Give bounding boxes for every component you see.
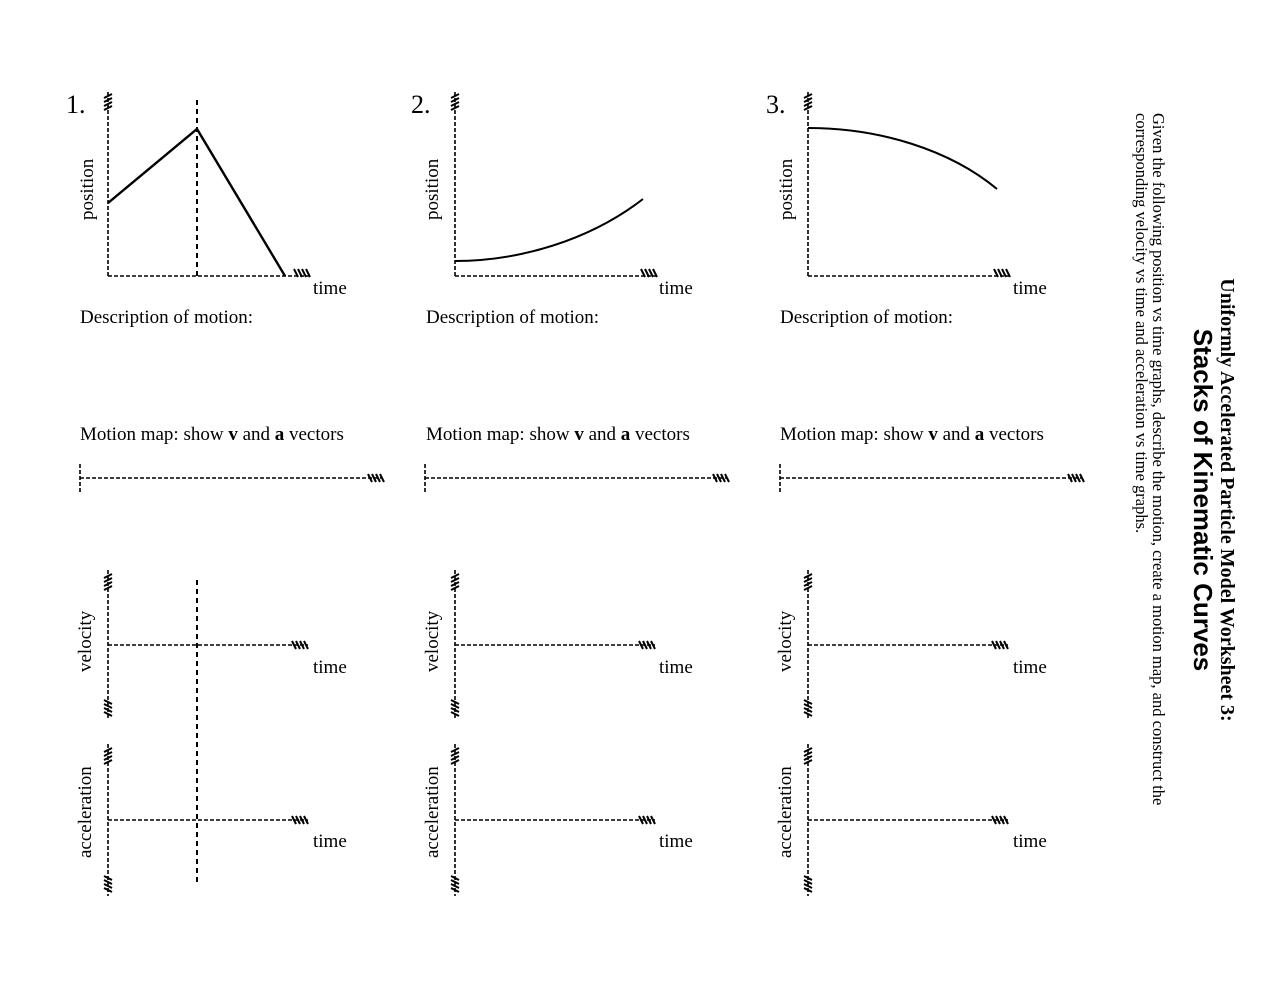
title-line-1: Uniformly Accelerated Particle Model Wor…: [1216, 278, 1238, 722]
velocity-time-label-3: time: [1013, 657, 1047, 678]
time-axis-label-1: time: [313, 278, 347, 299]
motion-map-label-2: Motion map: show v and a vectors: [426, 424, 690, 445]
axis-arrow-icons: [103, 93, 1085, 893]
motion-map-label-3: Motion map: show v and a vectors: [780, 424, 1044, 445]
position-axis-label-3: position: [776, 158, 797, 220]
motion-map-label-1: Motion map: show v and a vectors: [80, 424, 344, 445]
position-curve-3: [807, 127, 998, 190]
acceleration-time-label-3: time: [1013, 831, 1047, 852]
position-axis-label-2: position: [422, 158, 443, 220]
velocity-axis-label-1: velocity: [75, 610, 96, 672]
position-curve-1: [107, 127, 287, 277]
problem-number-3: 3.: [766, 90, 786, 119]
velocity-time-label-1: time: [313, 657, 347, 678]
time-axis-label-2: time: [659, 278, 693, 299]
position-graph-1-axes: [107, 92, 310, 277]
problem-number-1: 1.: [66, 90, 86, 119]
acceleration-axis-label-1: acceleration: [75, 766, 96, 858]
velocity-axis-label-2: velocity: [422, 610, 443, 672]
description-label-1: Description of motion:: [80, 307, 254, 328]
position-curve-2: [454, 198, 644, 262]
description-label-2: Description of motion:: [426, 307, 600, 328]
problem-number-2: 2.: [411, 90, 431, 119]
worksheet-title: Uniformly Accelerated Particle Model Wor…: [1188, 240, 1238, 760]
position-axis-label-1: position: [77, 158, 98, 220]
velocity-axis-label-3: velocity: [775, 610, 796, 672]
title-line-2: Stacks of Kinematic Curves: [1188, 328, 1218, 672]
acceleration-axis-label-2: acceleration: [422, 766, 443, 858]
instructions-text: Given the following position vs time gra…: [1132, 113, 1168, 806]
time-axis-label-3: time: [1013, 278, 1047, 299]
description-label-3: Description of motion:: [780, 307, 954, 328]
velocity-time-label-2: time: [659, 657, 693, 678]
acceleration-time-label-1: time: [313, 831, 347, 852]
acceleration-time-label-2: time: [659, 831, 693, 852]
acceleration-axis-label-3: acceleration: [775, 766, 796, 858]
